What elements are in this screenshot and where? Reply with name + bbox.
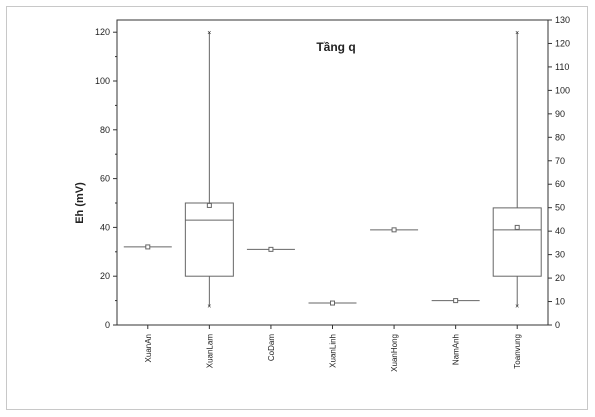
y2-tick-label: 0 — [555, 320, 560, 330]
y2-tick-label: 120 — [555, 38, 570, 48]
x-tick-label: CoDam — [267, 334, 276, 361]
x-tick-label: XuanHong — [390, 334, 399, 372]
mean-marker — [145, 244, 151, 250]
iqr-box — [184, 202, 234, 277]
y-tick-label: 20 — [100, 271, 110, 281]
y2-tick-label: 110 — [555, 62, 569, 72]
x-tick-label: XuanAn — [144, 334, 153, 362]
min-marker: × — [207, 303, 211, 310]
x-tick-label: NamAnh — [452, 334, 461, 365]
mean-marker — [391, 227, 397, 233]
plot-area: ×××× — [123, 30, 542, 310]
chart-frame: 0 20 40 60 80 100 120 0 10 20 30 40 50 60 70 80 90 100 110… — [6, 6, 588, 410]
box-Toanvung: ×× — [492, 30, 542, 310]
mean-marker — [206, 202, 212, 208]
y2-tick-label: 60 — [555, 179, 565, 189]
mean-marker — [330, 300, 335, 306]
max-marker: × — [515, 30, 519, 37]
y2-tick-label: 10 — [555, 297, 565, 307]
y2-tick-label: 20 — [555, 273, 565, 283]
box-CoDam — [246, 246, 295, 252]
box-plot-chart: 0 20 40 60 80 100 120 0 10 20 30 40 50 60 70 80 90 100 110… — [74, 15, 570, 372]
chart-title: Tầng q — [316, 40, 355, 54]
box-NamAnh — [431, 298, 480, 304]
mean-marker — [453, 298, 459, 304]
x-tick-label: Toanvung — [513, 334, 522, 369]
y-axis-label: Eh (mV) — [74, 182, 86, 224]
min-marker: × — [515, 303, 519, 310]
iqr-box — [492, 207, 542, 277]
y2-tick-label: 130 — [555, 15, 570, 25]
y2-tick-label: 80 — [555, 132, 565, 142]
y-tick-label: 80 — [100, 125, 110, 135]
y2-tick-label: 100 — [555, 85, 570, 95]
axes: 0 20 40 60 80 100 120 0 10 20 30 40 50 60 70 80 90 100 110… — [95, 15, 570, 372]
y-tick-label: 40 — [100, 222, 110, 232]
y2-tick-label: 90 — [555, 109, 565, 119]
x-tick-label: XuanLinh — [329, 334, 338, 368]
box-XuanLinh — [308, 300, 357, 306]
box-XuanAn — [123, 244, 172, 250]
y2-tick-label: 30 — [555, 250, 565, 260]
max-marker: × — [207, 30, 211, 37]
y-tick-label: 120 — [95, 27, 110, 37]
y2-tick-label: 50 — [555, 203, 565, 213]
mean-marker — [268, 246, 274, 252]
plot-border — [116, 19, 549, 326]
box-XuanLam: ×× — [184, 30, 234, 310]
y-tick-label: 0 — [105, 320, 110, 330]
y2-tick-label: 40 — [555, 226, 565, 236]
box-XuanHong — [370, 227, 419, 233]
mean-marker — [514, 224, 520, 230]
y2-tick-label: 70 — [555, 156, 565, 166]
y-tick-label: 60 — [100, 174, 110, 184]
y-tick-label: 100 — [95, 76, 110, 86]
x-tick-label: XuanLam — [205, 334, 214, 369]
